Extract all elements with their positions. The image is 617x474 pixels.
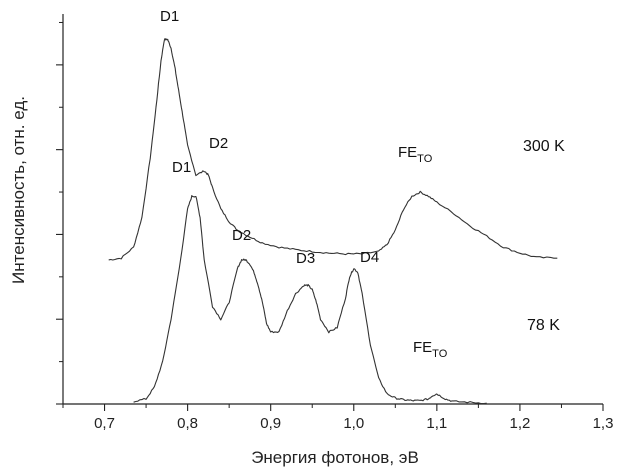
ticks (56, 21, 604, 411)
annotation-bot-fe: FETO (413, 339, 448, 360)
annotation-top-d1: D1 (160, 8, 179, 25)
series-line-78k (133, 195, 487, 405)
annotation-bot-fe-sub: TO (432, 348, 448, 360)
annotation-top-fe-sub: TO (417, 153, 433, 165)
x-tick-label: 1,3 (593, 415, 614, 432)
x-tick-label: 1,1 (426, 415, 447, 432)
x-tick-label: 0,7 (94, 415, 115, 432)
series-line-300k (108, 38, 558, 261)
annotation-78k: 78 K (527, 317, 560, 334)
tick-labels: 0,7 0,8 0,9 1,0 1,1 1,2 1,3 (94, 415, 613, 432)
x-tick-label: 0,8 (177, 415, 198, 432)
series-group (108, 38, 558, 405)
annotation-bot-d2: D2 (232, 227, 251, 244)
annotation-bot-fe-main: FE (413, 339, 432, 356)
annotation-bot-d1: D1 (172, 159, 191, 176)
axes (62, 14, 603, 405)
annotation-300k: 300 K (523, 138, 565, 155)
x-tick-label: 0,9 (260, 415, 281, 432)
y-axis-label: Интенсивность, отн. ед. (9, 96, 28, 284)
annotation-top-d2: D2 (209, 135, 228, 152)
annotation-bot-d4: D4 (360, 249, 379, 266)
x-tick-label: 1,2 (509, 415, 530, 432)
annotation-top-fe-main: FE (398, 144, 417, 161)
annotation-bot-d3: D3 (296, 250, 315, 267)
annotation-top-fe: FETO (398, 144, 433, 165)
x-axis-label: Энергия фотонов, эВ (251, 448, 419, 467)
x-tick-label: 1,0 (343, 415, 364, 432)
